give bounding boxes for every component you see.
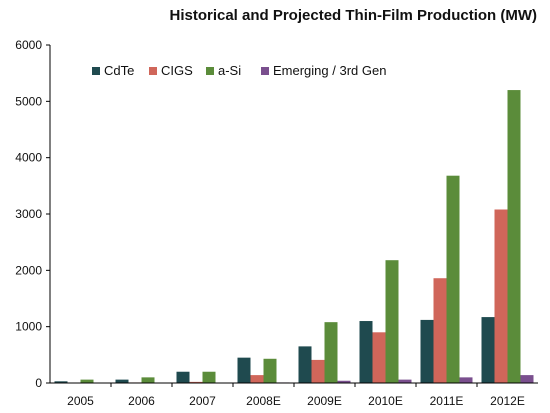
x-tick-label: 2006	[128, 394, 155, 408]
bar-emerging-3rd-gen-2009e	[337, 380, 351, 383]
bar-a-si-2010e	[385, 260, 399, 383]
bar-emerging-3rd-gen-2010e	[398, 379, 412, 383]
bar-cdte-2012e	[481, 317, 495, 383]
bars	[54, 90, 534, 384]
bar-cigs-2007	[189, 381, 203, 383]
bar-a-si-2006	[141, 377, 155, 383]
y-tick-label: 4000	[15, 151, 42, 165]
legend-swatch	[92, 67, 100, 75]
legend-swatch	[206, 67, 214, 75]
legend-label: CIGS	[161, 63, 193, 78]
legend-label: a-Si	[218, 63, 241, 78]
bar-cigs-2011e	[433, 278, 447, 383]
legend-label: CdTe	[104, 63, 134, 78]
bar-emerging-3rd-gen-2012e	[520, 375, 534, 383]
bar-cigs-2012e	[494, 209, 508, 383]
legend: CdTe CIGS a-Si Emerging / 3rd Gen	[92, 63, 386, 78]
x-axis: 2005 2006 2007 2008E 2009E 2010E 2011E 2012E	[50, 382, 538, 408]
x-tick-label: 2010E	[368, 394, 403, 408]
x-tick-label: 2008E	[246, 394, 281, 408]
bar-a-si-2012e	[507, 90, 521, 384]
y-tick-label: 6000	[15, 38, 42, 52]
bar-emerging-3rd-gen-2011e	[459, 377, 473, 383]
bar-cigs-2008e	[250, 375, 264, 383]
bar-cdte-2008e	[237, 357, 251, 383]
x-tick-label: 2009E	[307, 394, 342, 408]
y-tick-label: 5000	[15, 94, 42, 108]
legend-swatch	[261, 67, 269, 75]
x-tick-label: 2012E	[490, 394, 525, 408]
y-tick-label: 2000	[15, 263, 42, 277]
bar-a-si-2008e	[263, 358, 277, 383]
bar-cdte-2010e	[359, 321, 373, 383]
legend-label: Emerging / 3rd Gen	[273, 63, 386, 78]
bar-cdte-2005	[54, 381, 68, 383]
bar-cdte-2009e	[298, 346, 312, 383]
bar-a-si-2009e	[324, 322, 338, 383]
x-tick-label: 2007	[189, 394, 216, 408]
legend-swatch	[149, 67, 157, 75]
bar-cigs-2009e	[311, 359, 325, 383]
bar-a-si-2005	[80, 379, 94, 383]
chart-title: Historical and Projected Thin-Film Produ…	[169, 7, 537, 24]
bar-cdte-2006	[115, 379, 129, 383]
y-axis: 0 1000 2000 3000 4000 5000 6000	[15, 38, 51, 390]
bar-a-si-2007	[202, 371, 216, 383]
bar-cdte-2007	[176, 371, 190, 383]
bar-a-si-2011e	[446, 175, 460, 383]
y-tick-label: 3000	[15, 207, 42, 221]
y-tick-label: 0	[35, 376, 42, 390]
y-tick-label: 1000	[15, 320, 42, 334]
x-tick-label: 2005	[67, 394, 94, 408]
bar-cdte-2011e	[420, 319, 434, 383]
x-tick-label: 2011E	[430, 394, 464, 408]
bar-cigs-2010e	[372, 332, 386, 383]
